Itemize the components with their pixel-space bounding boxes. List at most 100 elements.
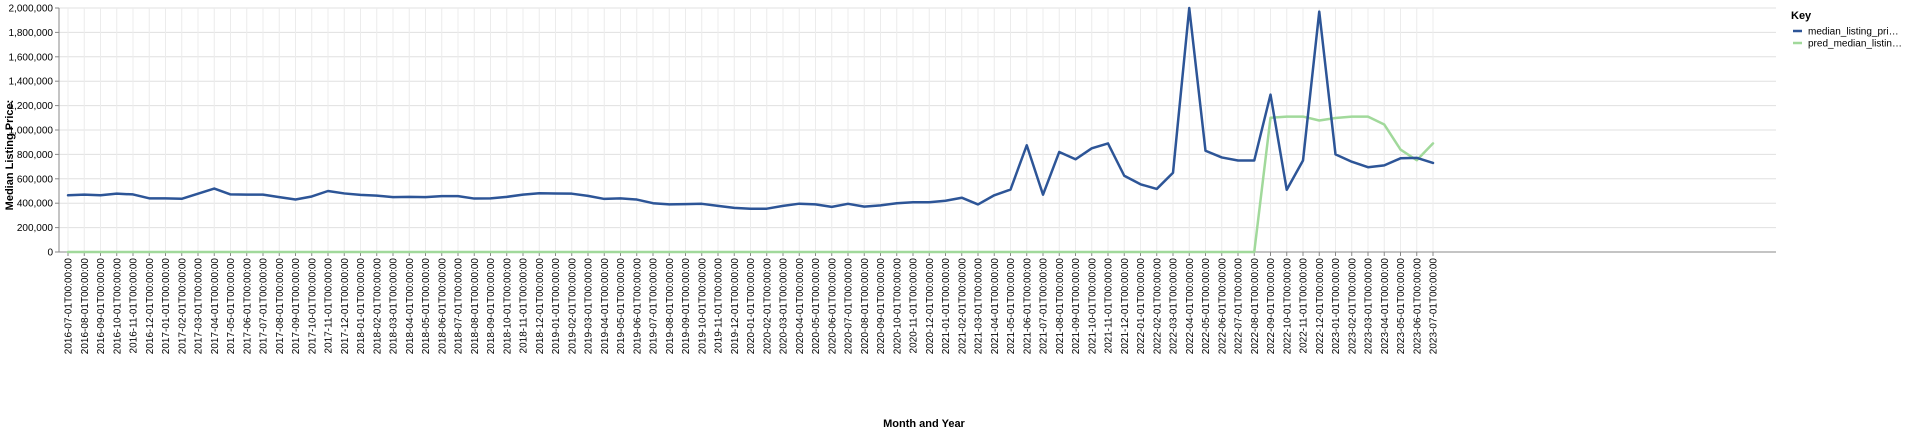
y-tick-label: 400,000 [17,199,54,210]
x-tick-label: 2022-02-01T00:00:00 [1152,258,1163,355]
x-tick-label: 2020-06-01T00:00:00 [827,258,838,355]
x-tick-label: 2016-09-01T00:00:00 [96,258,107,355]
x-tick-label: 2017-04-01T00:00:00 [210,258,221,355]
x-tick-label: 2016-10-01T00:00:00 [112,258,123,355]
x-tick-label: 2017-02-01T00:00:00 [177,258,188,355]
x-tick-label: 2021-02-01T00:00:00 [957,258,968,355]
y-tick-label: 2,000,000 [9,4,54,15]
x-tick-label: 2022-10-01T00:00:00 [1282,258,1293,355]
y-tick-label: 200,000 [17,223,54,234]
y-tick-label: 1,200,000 [9,101,54,112]
x-tick-label: 2019-11-01T00:00:00 [714,258,725,354]
x-tick-label: 2021-08-01T00:00:00 [1055,258,1066,355]
x-tick-label: 2020-10-01T00:00:00 [892,258,903,355]
series-line [66,6,1435,210]
y-tick-label: 0 [47,248,53,259]
y-axis-title: Median Listing Price: [4,100,16,211]
x-tick-label: 2017-03-01T00:00:00 [194,258,205,355]
x-tick-label: 2017-07-01T00:00:00 [259,258,270,355]
x-tick-label: 2020-02-01T00:00:00 [762,258,773,355]
x-tick-label: 2019-06-01T00:00:00 [632,258,643,355]
y-tick-label: 1,600,000 [9,52,54,63]
x-tick-label: 2020-12-01T00:00:00 [925,258,936,355]
x-tick-label: 2020-04-01T00:00:00 [795,258,806,355]
x-tick-label: 2019-01-01T00:00:00 [551,258,562,355]
x-tick-label: 2017-08-01T00:00:00 [275,258,286,355]
x-tick-label: 2021-01-01T00:00:00 [941,258,952,355]
x-tick-label: 2020-09-01T00:00:00 [876,258,887,355]
x-tick-label: 2020-01-01T00:00:00 [746,258,757,355]
y-tick-label: 800,000 [17,150,54,161]
gridlines [59,7,1776,253]
x-tick-label: 2022-06-01T00:00:00 [1217,258,1228,355]
x-tick-label: 2021-09-01T00:00:00 [1071,258,1082,355]
x-tick-label: 2022-04-01T00:00:00 [1185,258,1196,355]
axes: 0 200,000 400,000 600,000 800,000 1,000,000 1,… [9,4,1776,355]
x-tick-label: 2017-05-01T00:00:00 [226,258,237,355]
x-tick-label: 2022-12-01T00:00:00 [1315,258,1326,355]
x-tick-label: 2017-11-01T00:00:00 [324,258,335,354]
x-tick-label: 2022-01-01T00:00:00 [1136,258,1147,355]
x-tick-label: 2023-01-01T00:00:00 [1331,258,1342,355]
x-tick-label: 2019-12-01T00:00:00 [730,258,741,355]
x-tick-label: 2020-08-01T00:00:00 [860,258,871,355]
legend: Key median_listing_pri…pred_median_listi… [1791,10,1902,50]
legend-label: median_listing_pri… [1808,27,1899,38]
x-tick-label: 2019-04-01T00:00:00 [600,258,611,355]
x-tick-label: 2017-12-01T00:00:00 [340,258,351,355]
x-tick-label: 2021-11-01T00:00:00 [1104,258,1115,354]
x-tick-label: 2016-11-01T00:00:00 [129,258,140,354]
x-tick-label: 2016-08-01T00:00:00 [80,258,91,355]
x-tick-label: 2019-05-01T00:00:00 [616,258,627,355]
x-tick-label: 2017-06-01T00:00:00 [242,258,253,355]
x-tick-label: 2018-04-01T00:00:00 [405,258,416,355]
x-tick-label: 2023-07-01T00:00:00 [1429,258,1440,355]
x-tick-label: 2023-02-01T00:00:00 [1347,258,1358,355]
x-tick-label: 2019-10-01T00:00:00 [697,258,708,355]
x-tick-label: 2022-09-01T00:00:00 [1266,258,1277,355]
x-tick-label: 2019-08-01T00:00:00 [665,258,676,355]
x-tick-label: 2018-07-01T00:00:00 [454,258,465,355]
y-tick-label: 1,000,000 [9,126,54,137]
series-line [66,115,1435,254]
y-tick-label: 600,000 [17,174,54,185]
x-tick-label: 2023-04-01T00:00:00 [1380,258,1391,355]
x-tick-label: 2017-10-01T00:00:00 [307,258,318,355]
x-tick-label: 2018-11-01T00:00:00 [519,258,530,354]
x-tick-label: 2018-03-01T00:00:00 [389,258,400,355]
x-tick-label: 2019-03-01T00:00:00 [584,258,595,355]
x-tick-label: 2019-07-01T00:00:00 [649,258,660,355]
x-tick-label: 2018-01-01T00:00:00 [356,258,367,355]
x-tick-label: 2021-04-01T00:00:00 [990,258,1001,355]
x-tick-label: 2020-05-01T00:00:00 [811,258,822,355]
x-tick-label: 2017-09-01T00:00:00 [291,258,302,355]
y-tick-label: 1,800,000 [9,28,54,39]
x-tick-label: 2022-05-01T00:00:00 [1201,258,1212,355]
x-tick-label: 2022-03-01T00:00:00 [1169,258,1180,355]
x-tick-label: 2021-12-01T00:00:00 [1120,258,1131,355]
x-tick-label: 2017-01-01T00:00:00 [161,258,172,355]
x-tick-label: 2019-09-01T00:00:00 [681,258,692,355]
x-tick-label: 2018-12-01T00:00:00 [535,258,546,355]
x-tick-label: 2018-09-01T00:00:00 [486,258,497,355]
x-tick-label: 2022-08-01T00:00:00 [1250,258,1261,355]
x-tick-label: 2019-02-01T00:00:00 [567,258,578,355]
x-tick-label: 2016-07-01T00:00:00 [64,258,75,355]
x-tick-label: 2018-06-01T00:00:00 [437,258,448,355]
x-tick-label: 2021-03-01T00:00:00 [974,258,985,355]
series-lines [66,6,1435,254]
x-tick-label: 2023-03-01T00:00:00 [1364,258,1375,355]
x-tick-label: 2022-11-01T00:00:00 [1299,258,1310,354]
x-tick-label: 2016-12-01T00:00:00 [145,258,156,355]
x-tick-label: 2018-05-01T00:00:00 [421,258,432,355]
x-tick-label: 2021-10-01T00:00:00 [1087,258,1098,355]
x-tick-label: 2022-07-01T00:00:00 [1234,258,1245,355]
x-tick-label: 2018-10-01T00:00:00 [502,258,513,355]
legend-title: Key [1791,10,1812,22]
x-tick-label: 2018-02-01T00:00:00 [372,258,383,355]
x-tick-label: 2018-08-01T00:00:00 [470,258,481,355]
y-tick-label: 1,400,000 [9,77,54,88]
x-tick-label: 2021-06-01T00:00:00 [1022,258,1033,355]
x-axis-title: Month and Year [883,418,965,430]
